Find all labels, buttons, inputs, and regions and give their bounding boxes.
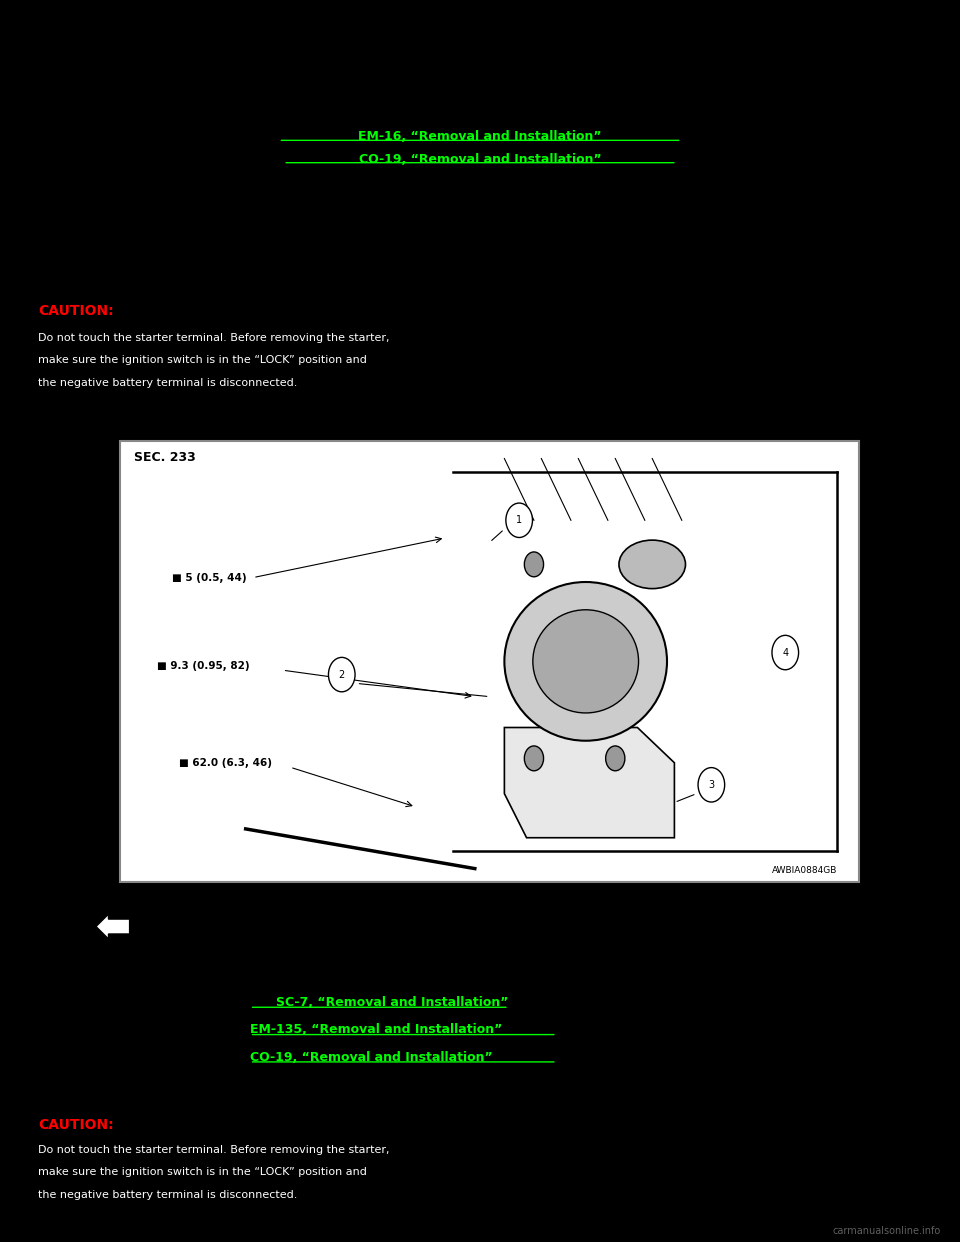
- Ellipse shape: [504, 582, 667, 740]
- Circle shape: [328, 657, 355, 692]
- Ellipse shape: [533, 610, 638, 713]
- Text: CO-19, “Removal and Installation”: CO-19, “Removal and Installation”: [250, 1051, 492, 1063]
- Text: CAUTION:: CAUTION:: [38, 1118, 114, 1131]
- Text: EM-135, “Removal and Installation”: EM-135, “Removal and Installation”: [250, 1023, 502, 1036]
- Polygon shape: [504, 728, 674, 837]
- Text: ■ 62.0 (6.3, 46): ■ 62.0 (6.3, 46): [180, 759, 272, 769]
- FancyBboxPatch shape: [120, 441, 859, 882]
- Circle shape: [506, 503, 533, 538]
- Text: 4: 4: [782, 647, 788, 657]
- Text: the negative battery terminal is disconnected.: the negative battery terminal is disconn…: [38, 378, 298, 388]
- Text: SEC. 233: SEC. 233: [134, 451, 196, 463]
- Text: 1: 1: [516, 515, 522, 525]
- Circle shape: [698, 768, 725, 802]
- Text: SC-7, “Removal and Installation”: SC-7, “Removal and Installation”: [276, 996, 509, 1009]
- Text: ■ 5 (0.5, 44): ■ 5 (0.5, 44): [172, 574, 247, 584]
- FancyArrow shape: [96, 914, 130, 939]
- Text: Do not touch the starter terminal. Before removing the starter,: Do not touch the starter terminal. Befor…: [38, 1145, 390, 1155]
- Ellipse shape: [619, 540, 685, 589]
- Text: carmanualsonline.info: carmanualsonline.info: [832, 1226, 941, 1236]
- Circle shape: [606, 746, 625, 771]
- Text: EM-16, “Removal and Installation”: EM-16, “Removal and Installation”: [358, 130, 602, 143]
- Text: CO-19, “Removal and Installation”: CO-19, “Removal and Installation”: [359, 153, 601, 165]
- Text: the negative battery terminal is disconnected.: the negative battery terminal is disconn…: [38, 1190, 298, 1200]
- Circle shape: [524, 746, 543, 771]
- Text: 2: 2: [339, 669, 345, 679]
- Text: make sure the ignition switch is in the “LOCK” position and: make sure the ignition switch is in the …: [38, 355, 368, 365]
- Circle shape: [524, 551, 543, 576]
- Text: make sure the ignition switch is in the “LOCK” position and: make sure the ignition switch is in the …: [38, 1167, 368, 1177]
- Circle shape: [772, 636, 799, 669]
- Text: Do not touch the starter terminal. Before removing the starter,: Do not touch the starter terminal. Befor…: [38, 333, 390, 343]
- Text: AWBIA0884GB: AWBIA0884GB: [772, 866, 837, 876]
- Text: 3: 3: [708, 780, 714, 790]
- Text: CAUTION:: CAUTION:: [38, 304, 114, 318]
- Text: ■ 9.3 (0.95, 82): ■ 9.3 (0.95, 82): [157, 661, 250, 672]
